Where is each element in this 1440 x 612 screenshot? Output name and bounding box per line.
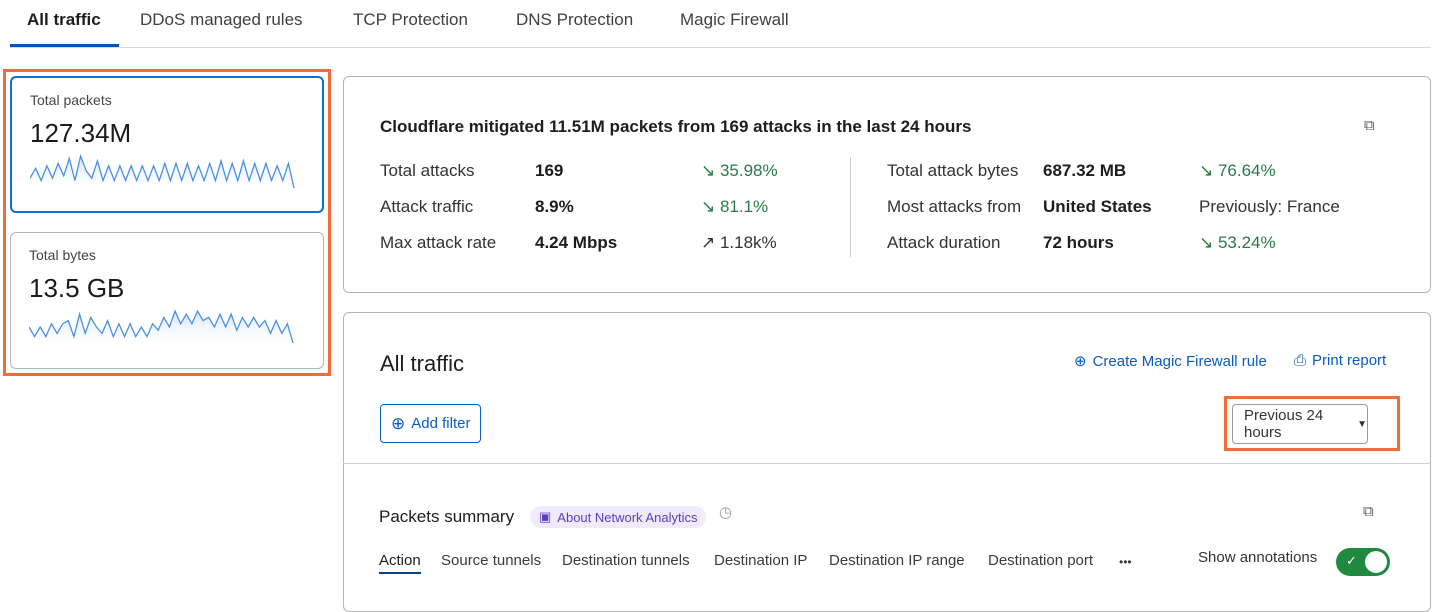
- divider: [850, 157, 851, 257]
- time-range-select[interactable]: Previous 24 hours ▼: [1232, 404, 1368, 444]
- metric-label: Total bytes: [29, 247, 96, 263]
- plus-circle-icon: ⊕: [1074, 353, 1087, 370]
- show-annotations-label: Show annotations: [1198, 549, 1318, 566]
- summary-value: 72 hours: [1043, 233, 1114, 252]
- sparkline-line: [30, 153, 295, 189]
- time-range-value: Previous 24 hours: [1244, 407, 1324, 441]
- create-firewall-rule-link[interactable]: ⊕ Create Magic Firewall rule: [1074, 352, 1267, 371]
- sparkline-bytes: [29, 309, 294, 347]
- sparkline-area: [29, 311, 293, 347]
- check-icon: ✓: [1346, 553, 1357, 568]
- change-value: 81.1%: [719, 197, 769, 216]
- print-label: Print report: [1312, 352, 1387, 369]
- summary-tab[interactable]: Destination port: [988, 552, 1094, 569]
- change-value: 53.24%: [1217, 233, 1276, 252]
- trend-arrow-icon: ↘: [1199, 161, 1218, 180]
- summary-value: 687.32 MB: [1043, 161, 1127, 180]
- summary-label: Max attack rate: [380, 233, 497, 252]
- about-label: About Network Analytics: [557, 509, 698, 525]
- trend-arrow-icon: ↘: [1199, 233, 1218, 252]
- summary-label: Total attacks: [380, 161, 475, 180]
- summary-label: Most attacks from: [887, 197, 1022, 216]
- top-tabs: All traffic DDoS managed rules TCP Prote…: [10, 0, 1431, 48]
- summary-tab[interactable]: Destination IP range: [829, 552, 965, 569]
- metric-label: Total packets: [30, 92, 112, 108]
- divider: [343, 463, 1431, 464]
- all-traffic-card: All traffic ⊕ Create Magic Firewall rule …: [343, 312, 1431, 612]
- sparkline-line: [29, 309, 294, 344]
- tab-tcp-protection[interactable]: TCP Protection: [353, 10, 468, 29]
- clock-icon: ◷: [719, 504, 733, 521]
- summary-change: ↘ 53.24%: [1199, 233, 1276, 253]
- show-annotations-toggle[interactable]: ✓: [1336, 548, 1390, 576]
- summary-change: ↘ 81.1%: [701, 197, 768, 217]
- trend-arrow-icon: ↘: [701, 161, 720, 180]
- metric-card-total-packets[interactable]: Total packets 127.34M: [10, 76, 324, 213]
- toggle-knob: [1365, 551, 1387, 573]
- sparkline-packets: [30, 153, 295, 192]
- change-value: 1.18k%: [719, 233, 777, 252]
- packets-summary-title: Packets summary: [379, 507, 515, 526]
- caret-down-icon: ▼: [1357, 418, 1367, 430]
- metric-card-total-bytes[interactable]: Total bytes 13.5 GB: [10, 232, 324, 369]
- summary-tab[interactable]: Destination IP: [714, 552, 808, 569]
- create-rule-label: Create Magic Firewall rule: [1092, 352, 1267, 370]
- change-value: Previously: France: [1199, 197, 1340, 216]
- copy-icon[interactable]: ⧉: [1363, 503, 1374, 520]
- active-tab-indicator: [10, 44, 119, 47]
- summary-tab[interactable]: Source tunnels: [441, 552, 542, 569]
- add-filter-button[interactable]: ⊕ Add filter: [380, 404, 482, 443]
- summary-change: ↘ 76.64%: [1199, 161, 1276, 181]
- copy-icon[interactable]: ⧉: [1364, 117, 1375, 134]
- summary-label: Total attack bytes: [887, 161, 1019, 180]
- summary-value: 169: [535, 161, 564, 180]
- trend-arrow-icon: ↘: [701, 197, 720, 216]
- tab-magic-firewall[interactable]: Magic Firewall: [680, 10, 789, 29]
- summary-change: ↗ 1.18k%: [701, 233, 777, 253]
- summary-tab[interactable]: Action: [379, 552, 421, 574]
- summary-value: United States: [1043, 197, 1152, 216]
- highlight-metrics: [3, 69, 331, 376]
- change-value: 35.98%: [719, 161, 778, 180]
- summary-value: 8.9%: [535, 197, 574, 216]
- book-icon: ▣: [539, 509, 552, 524]
- plus-circle-icon: ⊕: [391, 413, 406, 433]
- highlight-time-range: [1224, 396, 1400, 451]
- printer-icon: ⎙: [1294, 352, 1307, 369]
- metric-value: 13.5 GB: [29, 273, 125, 303]
- print-report-link[interactable]: ⎙ Print report: [1294, 352, 1386, 369]
- summary-label: Attack duration: [887, 233, 1001, 252]
- summary-change: Previously: France: [1199, 197, 1340, 217]
- metric-value: 127.34M: [30, 118, 132, 148]
- attack-summary-card: Cloudflare mitigated 11.51M packets from…: [343, 76, 1431, 293]
- tab-all-traffic[interactable]: All traffic: [27, 10, 101, 29]
- summary-label: Attack traffic: [380, 197, 474, 216]
- add-filter-label: Add filter: [411, 415, 471, 432]
- change-value: 76.64%: [1217, 161, 1276, 180]
- summary-change: ↘ 35.98%: [701, 161, 778, 181]
- more-tabs-icon[interactable]: •••: [1119, 555, 1132, 569]
- summary-value: 4.24 Mbps: [535, 233, 618, 252]
- trend-arrow-icon: ↗: [701, 233, 720, 252]
- tab-dns-protection[interactable]: DNS Protection: [516, 10, 634, 29]
- section-title: All traffic: [380, 351, 464, 376]
- summary-tab[interactable]: Destination tunnels: [562, 552, 690, 569]
- about-network-analytics-link[interactable]: ▣ About Network Analytics: [530, 506, 707, 528]
- tab-ddos-managed-rules[interactable]: DDoS managed rules: [140, 10, 303, 29]
- summary-heading: Cloudflare mitigated 11.51M packets from…: [380, 117, 972, 136]
